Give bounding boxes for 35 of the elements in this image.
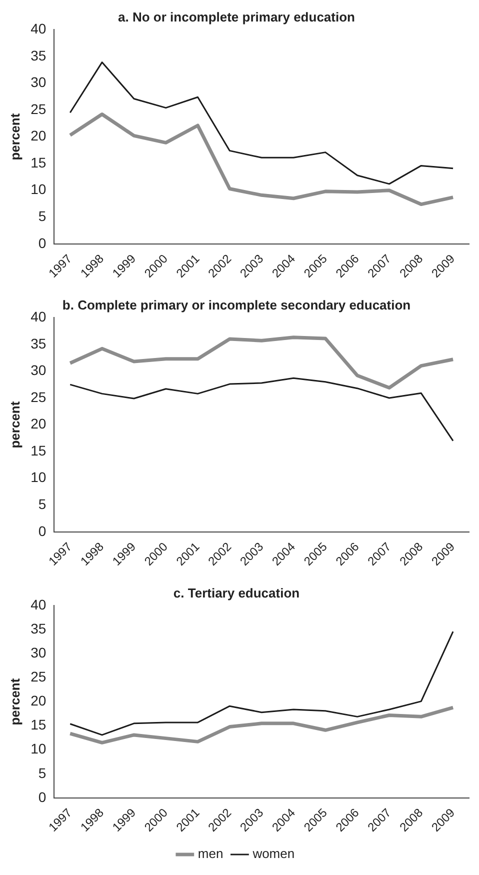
- y-tick-label: 10: [30, 740, 46, 757]
- y-tick-label: 10: [30, 469, 46, 486]
- y-tick-label: 20: [30, 128, 46, 144]
- y-tick-label: 40: [30, 308, 46, 324]
- y-tick-label: 30: [30, 74, 46, 90]
- y-axis-title: percent: [7, 400, 22, 448]
- y-tick-label: 40: [30, 596, 46, 612]
- y-tick-label: 25: [30, 388, 46, 405]
- y-tick-label: 30: [30, 362, 46, 378]
- y-tick-label: 30: [30, 644, 46, 661]
- legend-label: men: [198, 846, 224, 862]
- y-tick-label: 25: [30, 668, 46, 685]
- y-tick-label: 20: [30, 416, 46, 432]
- y-tick-label: 0: [38, 234, 46, 251]
- y-axis-title: percent: [7, 678, 22, 726]
- y-tick-label: 40: [30, 20, 46, 36]
- y-axis-title: percent: [7, 112, 22, 160]
- y-tick-label: 10: [30, 181, 46, 198]
- y-tick-label: 0: [38, 788, 46, 805]
- y-tick-label: 5: [38, 496, 46, 512]
- y-tick-label: 5: [38, 764, 46, 781]
- legend-label: women: [252, 846, 295, 862]
- chart-title: a. No or incomplete primary education: [118, 9, 356, 24]
- chart-title: c. Tertiary education: [173, 585, 300, 600]
- y-tick-label: 0: [38, 522, 46, 539]
- y-tick-label: 35: [30, 335, 46, 352]
- y-tick-label: 15: [30, 716, 46, 733]
- y-tick-label: 15: [30, 442, 46, 458]
- y-tick-label: 20: [30, 692, 46, 709]
- chart-title: b. Complete primary or incomplete secondary education: [62, 297, 411, 312]
- y-tick-label: 5: [38, 208, 46, 224]
- y-tick-label: 35: [30, 47, 46, 64]
- y-tick-label: 15: [30, 154, 46, 170]
- y-tick-label: 25: [30, 100, 46, 117]
- y-tick-label: 35: [30, 620, 46, 636]
